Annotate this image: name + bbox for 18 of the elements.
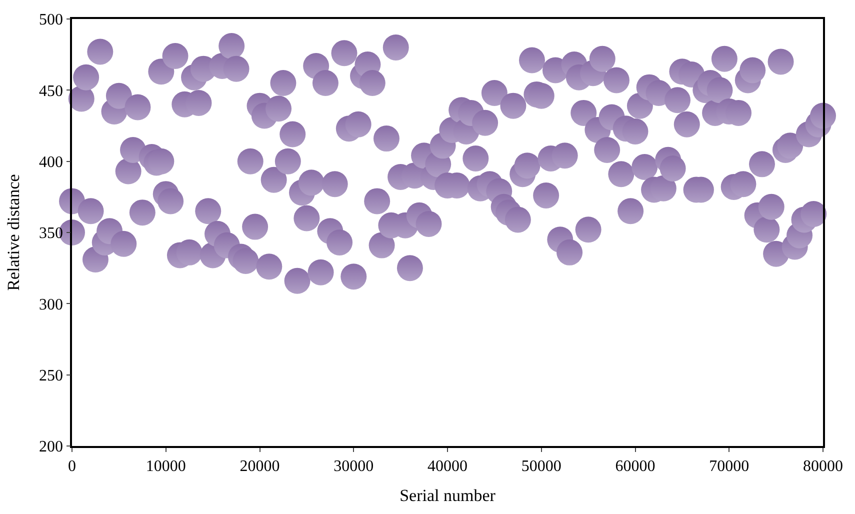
x-tick-label: 60000 — [615, 458, 656, 475]
x-tick-label: 80000 — [803, 458, 843, 475]
x-axis-title: Serial number — [400, 486, 496, 505]
y-tick-label: 500 — [39, 12, 64, 29]
x-tick-label: 10000 — [146, 458, 186, 475]
x-tick-label: 40000 — [428, 458, 468, 475]
x-tick-label: 30000 — [334, 458, 374, 475]
y-tick-label: 250 — [39, 367, 64, 384]
y-tick-label: 450 — [39, 82, 64, 100]
x-tick-label: 70000 — [709, 458, 750, 475]
y-tick-label: 400 — [39, 154, 64, 171]
x-tick-label: 50000 — [521, 458, 562, 475]
x-tick-label: 0 — [68, 458, 76, 475]
y-tick-label: 350 — [39, 225, 64, 242]
x-tick-label: 20000 — [240, 458, 280, 475]
y-tick-label: 300 — [39, 296, 64, 314]
y-axis-title: Relative distance — [4, 174, 24, 291]
y-tick-label: 200 — [39, 438, 64, 456]
